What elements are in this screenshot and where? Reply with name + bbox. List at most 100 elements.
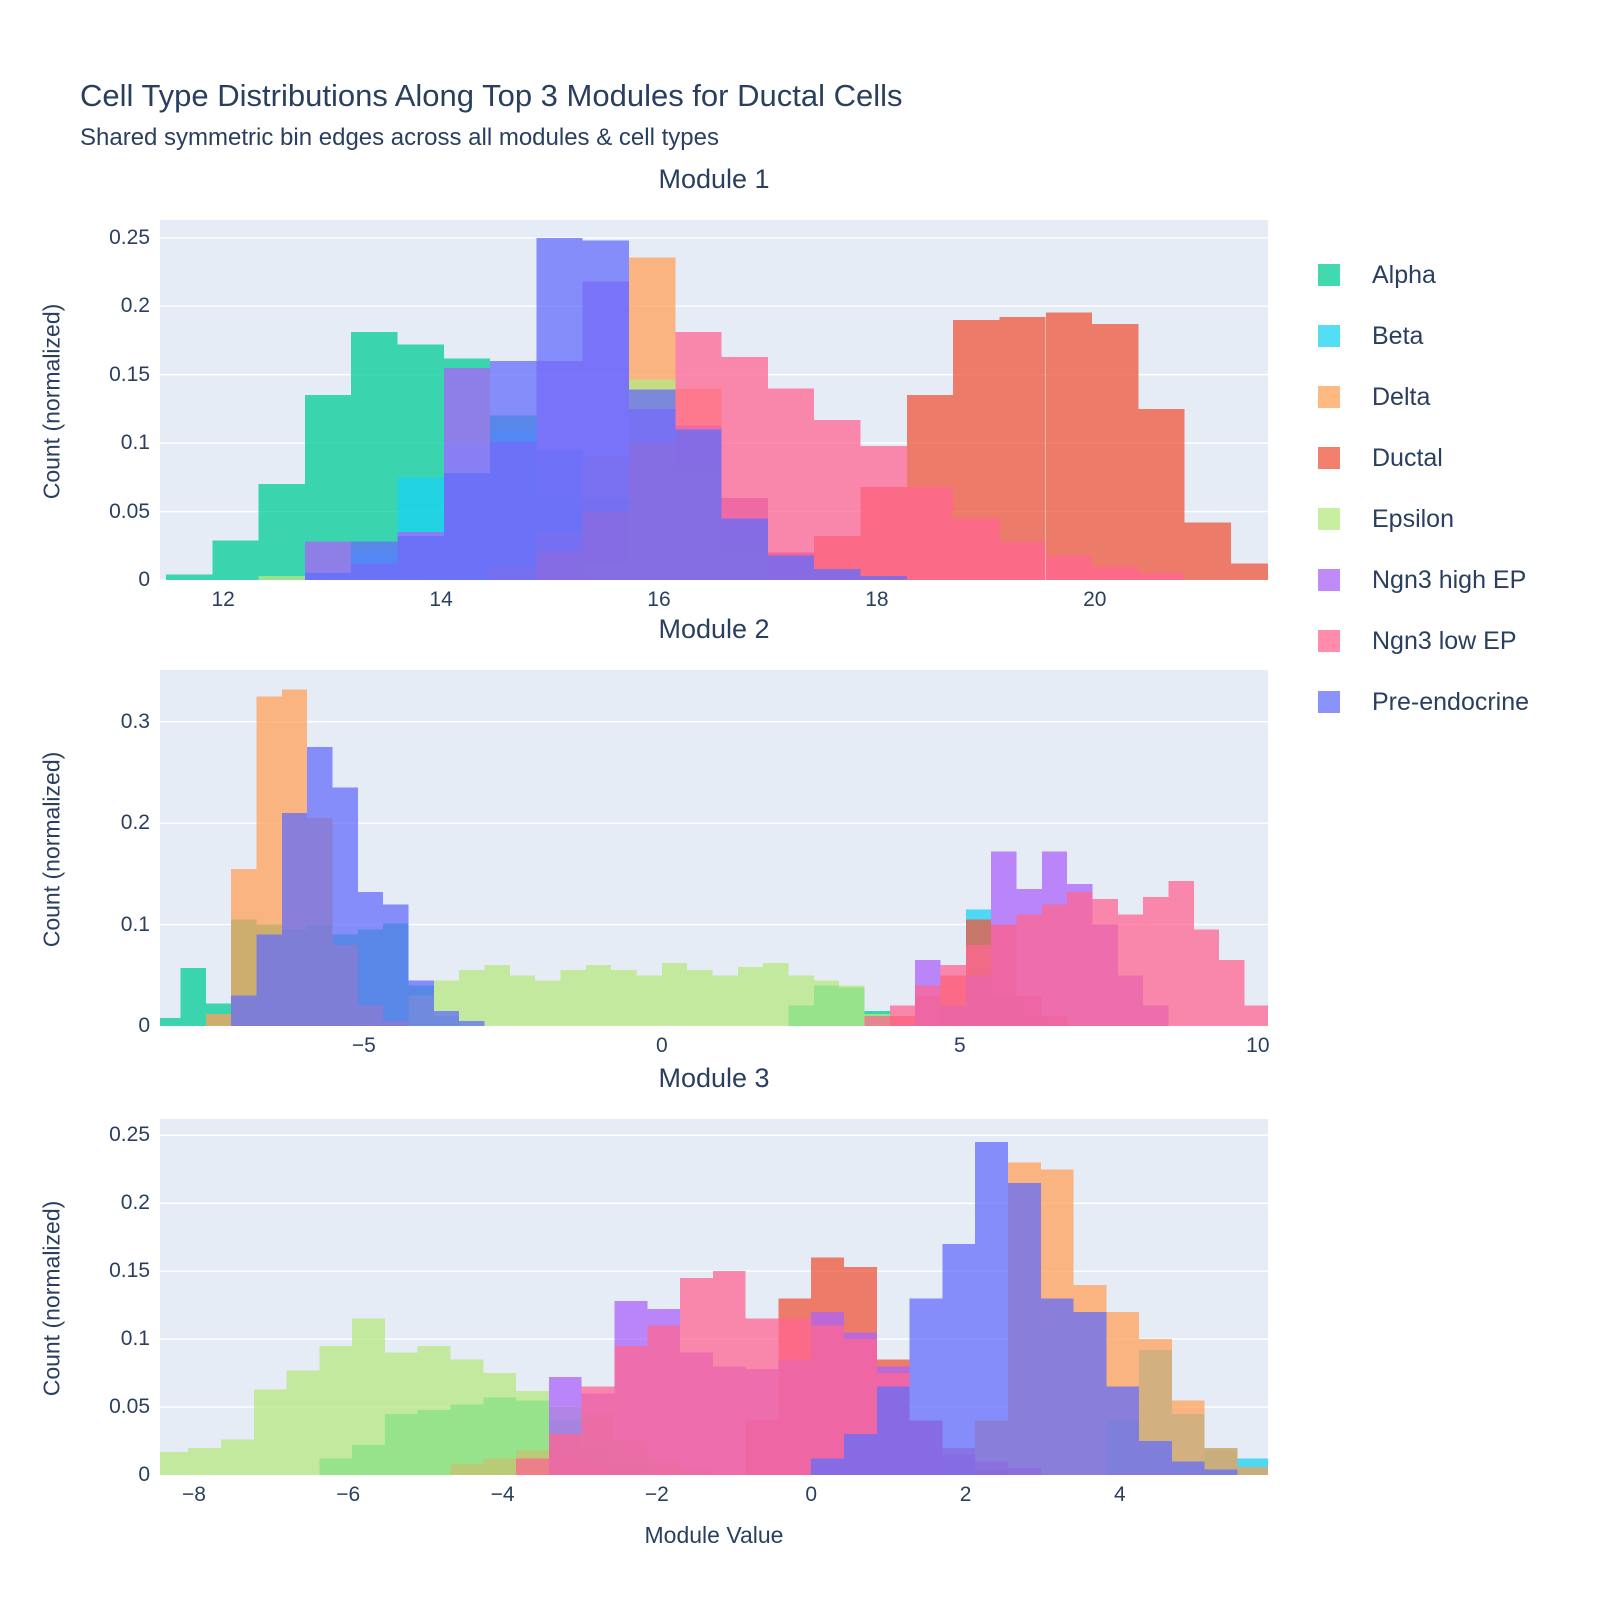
bar-ngn3-low-ep[interactable] (1016, 914, 1042, 1026)
legend-item-delta[interactable]: Delta (1318, 382, 1529, 412)
bar-pre-endocrine[interactable] (721, 518, 768, 580)
bar-ngn3-low-ep[interactable] (1092, 899, 1118, 1026)
bar-ngn3-low-ep[interactable] (581, 1386, 615, 1475)
bar-ngn3-low-ep[interactable] (965, 944, 992, 1026)
bar-epsilon[interactable] (687, 970, 713, 1026)
bar-pre-endocrine[interactable] (909, 1298, 943, 1475)
bar-ngn3-low-ep[interactable] (1041, 904, 1068, 1026)
bar-ngn3-low-ep[interactable] (999, 541, 1046, 580)
bar-epsilon[interactable] (585, 965, 612, 1026)
bar-epsilon[interactable] (636, 975, 662, 1026)
bar-alpha[interactable] (160, 1017, 181, 1026)
bar-epsilon[interactable] (417, 1345, 451, 1475)
bar-epsilon[interactable] (712, 975, 738, 1026)
bar-ngn3-low-ep[interactable] (745, 1318, 779, 1475)
bar-ngn3-low-ep[interactable] (1092, 566, 1139, 580)
bar-ductal[interactable] (1045, 312, 1093, 580)
bar-pre-endocrine[interactable] (844, 1434, 877, 1475)
bar-pre-endocrine[interactable] (408, 980, 434, 1026)
bar-pre-endocrine[interactable] (1139, 1441, 1172, 1475)
bar-pre-endocrine[interactable] (357, 892, 384, 1026)
bar-pre-endocrine[interactable] (383, 904, 409, 1026)
bar-ngn3-low-ep[interactable] (1143, 897, 1169, 1026)
bar-ngn3-low-ep[interactable] (1067, 892, 1093, 1026)
bar-pre-endocrine[interactable] (443, 473, 491, 580)
bar-pre-endocrine[interactable] (256, 934, 282, 1026)
bar-pre-endocrine[interactable] (942, 1244, 976, 1475)
bar-epsilon[interactable] (220, 1439, 254, 1475)
bar-ngn3-low-ep[interactable] (906, 486, 954, 580)
legend-item-ngn3-low-ep[interactable]: Ngn3 low EP (1318, 626, 1529, 656)
bar-epsilon[interactable] (188, 1447, 221, 1475)
bar-ngn3-low-ep[interactable] (811, 1325, 845, 1475)
bar-pre-endocrine[interactable] (281, 813, 308, 1026)
bar-pre-endocrine[interactable] (860, 575, 907, 580)
bar-epsilon[interactable] (483, 1373, 517, 1475)
bar-pre-endocrine[interactable] (351, 541, 398, 580)
bar-alpha[interactable] (180, 968, 206, 1026)
bar-pre-endocrine[interactable] (1040, 1298, 1074, 1475)
bar-ductal[interactable] (1184, 522, 1231, 580)
bar-pre-endocrine[interactable] (459, 1020, 485, 1026)
bar-ngn3-low-ep[interactable] (647, 1325, 681, 1475)
bar-pre-endocrine[interactable] (490, 360, 537, 580)
legend-item-beta[interactable]: Beta (1318, 321, 1529, 351)
bar-ngn3-low-ep[interactable] (712, 1271, 746, 1475)
bar-epsilon[interactable] (535, 980, 561, 1026)
bar-epsilon[interactable] (253, 1389, 287, 1475)
bar-ductal[interactable] (1092, 324, 1139, 580)
bar-ngn3-low-ep[interactable] (1193, 929, 1220, 1026)
bar-ngn3-low-ep[interactable] (767, 388, 815, 580)
bar-ductal[interactable] (1138, 408, 1185, 580)
bar-pre-endocrine[interactable] (332, 787, 358, 1026)
legend-item-ductal[interactable]: Ductal (1318, 443, 1529, 473)
bar-pre-endocrine[interactable] (433, 1010, 460, 1026)
bar-epsilon[interactable] (352, 1318, 385, 1475)
bar-ngn3-low-ep[interactable] (814, 419, 861, 580)
bar-epsilon[interactable] (788, 975, 814, 1026)
bar-epsilon[interactable] (286, 1370, 320, 1475)
bar-ngn3-low-ep[interactable] (1117, 914, 1144, 1026)
bar-ngn3-low-ep[interactable] (940, 965, 966, 1026)
legend-item-pre-endocrine[interactable]: Pre-endocrine (1318, 687, 1529, 717)
bar-delta[interactable] (205, 1013, 232, 1026)
bar-ngn3-low-ep[interactable] (860, 445, 907, 580)
module-2-plot-area[interactable] (160, 670, 1268, 1026)
bar-pre-endocrine[interactable] (767, 555, 815, 580)
bar-epsilon[interactable] (484, 965, 510, 1026)
bar-ngn3-low-ep[interactable] (1168, 880, 1194, 1026)
bar-alpha[interactable] (212, 540, 259, 580)
bar-pre-endocrine[interactable] (1073, 1311, 1107, 1475)
bar-epsilon[interactable] (611, 970, 637, 1026)
legend-item-alpha[interactable]: Alpha (1318, 260, 1529, 290)
bar-ngn3-low-ep[interactable] (889, 1005, 916, 1026)
bar-ngn3-low-ep[interactable] (516, 1458, 549, 1475)
bar-pre-endocrine[interactable] (397, 536, 444, 580)
bar-ngn3-low-ep[interactable] (778, 1318, 812, 1475)
bar-pre-endocrine[interactable] (675, 429, 722, 580)
bar-ngn3-low-ep[interactable] (680, 1277, 713, 1475)
bar-ngn3-low-ep[interactable] (1045, 555, 1093, 580)
bar-ngn3-low-ep[interactable] (953, 518, 1000, 580)
bar-pre-endocrine[interactable] (811, 1458, 845, 1475)
bar-epsilon[interactable] (737, 967, 764, 1026)
bar-epsilon[interactable] (560, 970, 586, 1026)
bar-epsilon[interactable] (763, 963, 789, 1026)
bar-ngn3-low-ep[interactable] (915, 985, 941, 1026)
bar-ngn3-low-ep[interactable] (548, 1434, 582, 1475)
bar-alpha[interactable] (165, 574, 213, 580)
bar-epsilon[interactable] (839, 985, 865, 1026)
bar-ngn3-low-ep[interactable] (991, 924, 1017, 1026)
bar-ductal[interactable] (999, 317, 1046, 580)
bar-pre-endocrine[interactable] (1171, 1461, 1205, 1475)
bar-ductal[interactable] (1230, 563, 1268, 580)
bar-epsilon[interactable] (509, 975, 536, 1026)
bar-alpha[interactable] (258, 484, 305, 580)
bar-epsilon[interactable] (459, 970, 485, 1026)
bar-ngn3-low-ep[interactable] (1138, 573, 1185, 580)
bar-pre-endocrine[interactable] (1106, 1386, 1140, 1475)
legend-item-ngn3-high-ep[interactable]: Ngn3 high EP (1318, 565, 1529, 595)
bar-epsilon[interactable] (258, 575, 305, 580)
bar-pre-endocrine[interactable] (814, 569, 861, 580)
bar-pre-endocrine[interactable] (304, 573, 352, 580)
